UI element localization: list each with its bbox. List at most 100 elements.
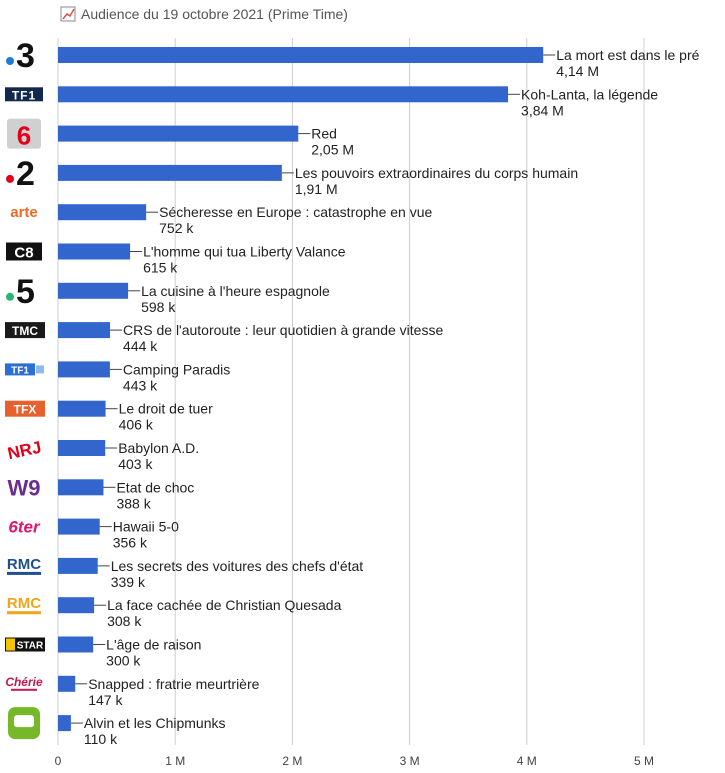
bar-program-label: La face cachée de Christian Quesada	[107, 597, 341, 613]
bar-value-label: 444 k	[123, 338, 158, 354]
svg-text:TFX: TFX	[14, 403, 37, 417]
bar-value-label: 403 k	[118, 456, 153, 472]
chart-title-text: Audience du 19 octobre 2021 (Prime Time)	[81, 6, 348, 22]
bar-value-label: 3,84 M	[521, 102, 564, 118]
tf1-logo-icon: TF1	[5, 87, 43, 102]
x-tick-label: 3 M	[400, 754, 420, 768]
bar-program-label: Les pouvoirs extraordinaires du corps hu…	[295, 165, 578, 181]
bar-program-label: L'homme qui tua Liberty Valance	[143, 244, 346, 260]
bar	[58, 518, 100, 535]
bar-value-label: 308 k	[107, 613, 142, 629]
x-tick-label: 5 M	[634, 754, 654, 768]
cstar-logo-icon: STAR	[5, 637, 45, 652]
bar-program-label: Camping Paradis	[123, 361, 230, 377]
bar	[58, 47, 544, 63]
bar	[58, 557, 98, 574]
bar-program-label: Etat de choc	[116, 479, 194, 495]
svg-text:6ter: 6ter	[8, 518, 41, 537]
w9-logo-icon: W9	[8, 475, 41, 500]
bar-program-label: Koh-Lanta, la légende	[521, 86, 658, 102]
x-tick-label: 1 M	[165, 754, 185, 768]
svg-text:5: 5	[16, 273, 35, 311]
bar-program-label: Sécheresse en Europe : catastrophe en vu…	[159, 204, 432, 220]
chart-title: Audience du 19 octobre 2021 (Prime Time)	[60, 6, 348, 22]
m6-logo-icon: 6	[7, 118, 41, 151]
arte-logo-icon: arte	[10, 204, 38, 221]
france3-logo-icon: 3	[6, 37, 35, 75]
bar-program-label: Red	[311, 126, 337, 142]
bar-value-label: 339 k	[111, 574, 146, 590]
x-tick-label: 2 M	[282, 754, 302, 768]
bar	[58, 204, 147, 221]
bar	[58, 282, 129, 299]
svg-text:2: 2	[16, 155, 35, 193]
svg-text:RMC: RMC	[7, 556, 41, 573]
bar-value-label: 1,91 M	[295, 181, 338, 197]
bar	[58, 636, 94, 653]
bar	[58, 125, 299, 142]
bar-value-label: 356 k	[113, 535, 148, 551]
bar	[58, 400, 106, 417]
bar-program-label: La cuisine à l'heure espagnole	[141, 283, 330, 299]
bar-program-label: CRS de l'autoroute : leur quotidien à gr…	[123, 322, 443, 338]
channel-logos: 3 TF1 6 2 arte C8 5 TMC TF1 TFX NRJ W9 6ter RMC RMC STA…	[5, 37, 45, 740]
bar	[58, 440, 106, 456]
line-chart-icon	[60, 6, 76, 22]
svg-text:Chérie: Chérie	[5, 675, 43, 689]
bar-value-label: 147 k	[88, 692, 123, 708]
bar-value-label: 2,05 M	[311, 142, 354, 158]
bar-program-label: Snapped : fratrie meurtrière	[88, 676, 259, 692]
x-tick-label: 4 M	[517, 754, 537, 768]
svg-text:C8: C8	[14, 245, 33, 262]
bar	[58, 322, 111, 339]
svg-text:arte: arte	[10, 204, 38, 221]
svg-text:6: 6	[17, 121, 31, 151]
bar-value-label: 110 k	[84, 731, 118, 747]
bar-value-label: 4,14 M	[556, 63, 599, 79]
bar-program-label: L'âge de raison	[106, 637, 201, 653]
bar-program-label: Alvin et les Chipmunks	[84, 715, 226, 731]
bar	[58, 86, 509, 103]
nrj12-logo-icon: NRJ	[6, 438, 43, 464]
bar-value-label: 615 k	[143, 260, 178, 276]
france5-logo-icon: 5	[6, 273, 35, 311]
bar	[58, 243, 131, 260]
bar-program-label: Babylon A.D.	[118, 440, 199, 456]
bar-program-label: La mort est dans le pré	[556, 47, 699, 63]
bar	[58, 675, 76, 692]
gulli-logo-icon	[8, 707, 40, 740]
tfx-logo-icon: TFX	[5, 400, 45, 417]
bar	[58, 361, 110, 378]
bar	[58, 479, 104, 496]
bar-program-label: Les secrets des voitures des chefs d'éta…	[111, 558, 364, 574]
svg-text:3: 3	[16, 37, 35, 75]
bar-value-label: 406 k	[119, 417, 154, 433]
rmcdec-logo-icon: RMC	[7, 556, 41, 575]
bar-program-label: Le droit de tuer	[119, 401, 214, 417]
svg-text:RMC: RMC	[7, 595, 41, 612]
svg-text:TF1: TF1	[12, 88, 36, 102]
bar-value-label: 443 k	[123, 377, 158, 393]
c8-logo-icon: C8	[6, 242, 42, 262]
6ter-logo-icon: 6ter	[8, 518, 41, 537]
bar	[58, 597, 95, 614]
svg-text:NRJ: NRJ	[6, 438, 43, 464]
bar	[58, 715, 71, 732]
gridlines	[57, 38, 645, 745]
bar-value-label: 388 k	[116, 495, 151, 511]
france2-logo-icon: 2	[6, 155, 35, 193]
tmc-logo-icon: TMC	[5, 322, 45, 339]
tf1sf-logo-icon: TF1	[5, 363, 44, 376]
bar-value-label: 598 k	[141, 299, 176, 315]
rmcstory-logo-icon: RMC	[7, 595, 41, 615]
svg-text:TF1: TF1	[11, 365, 29, 376]
x-axis: 0 1 M 2 M 3 M 4 M 5 M	[55, 754, 654, 768]
cherie25-logo-icon: Chérie	[5, 675, 43, 691]
bar-value-label: 300 k	[106, 653, 141, 669]
bar	[58, 164, 282, 181]
bar-value-label: 752 k	[159, 220, 194, 236]
x-tick-label: 0	[55, 754, 62, 768]
svg-text:W9: W9	[8, 475, 41, 500]
